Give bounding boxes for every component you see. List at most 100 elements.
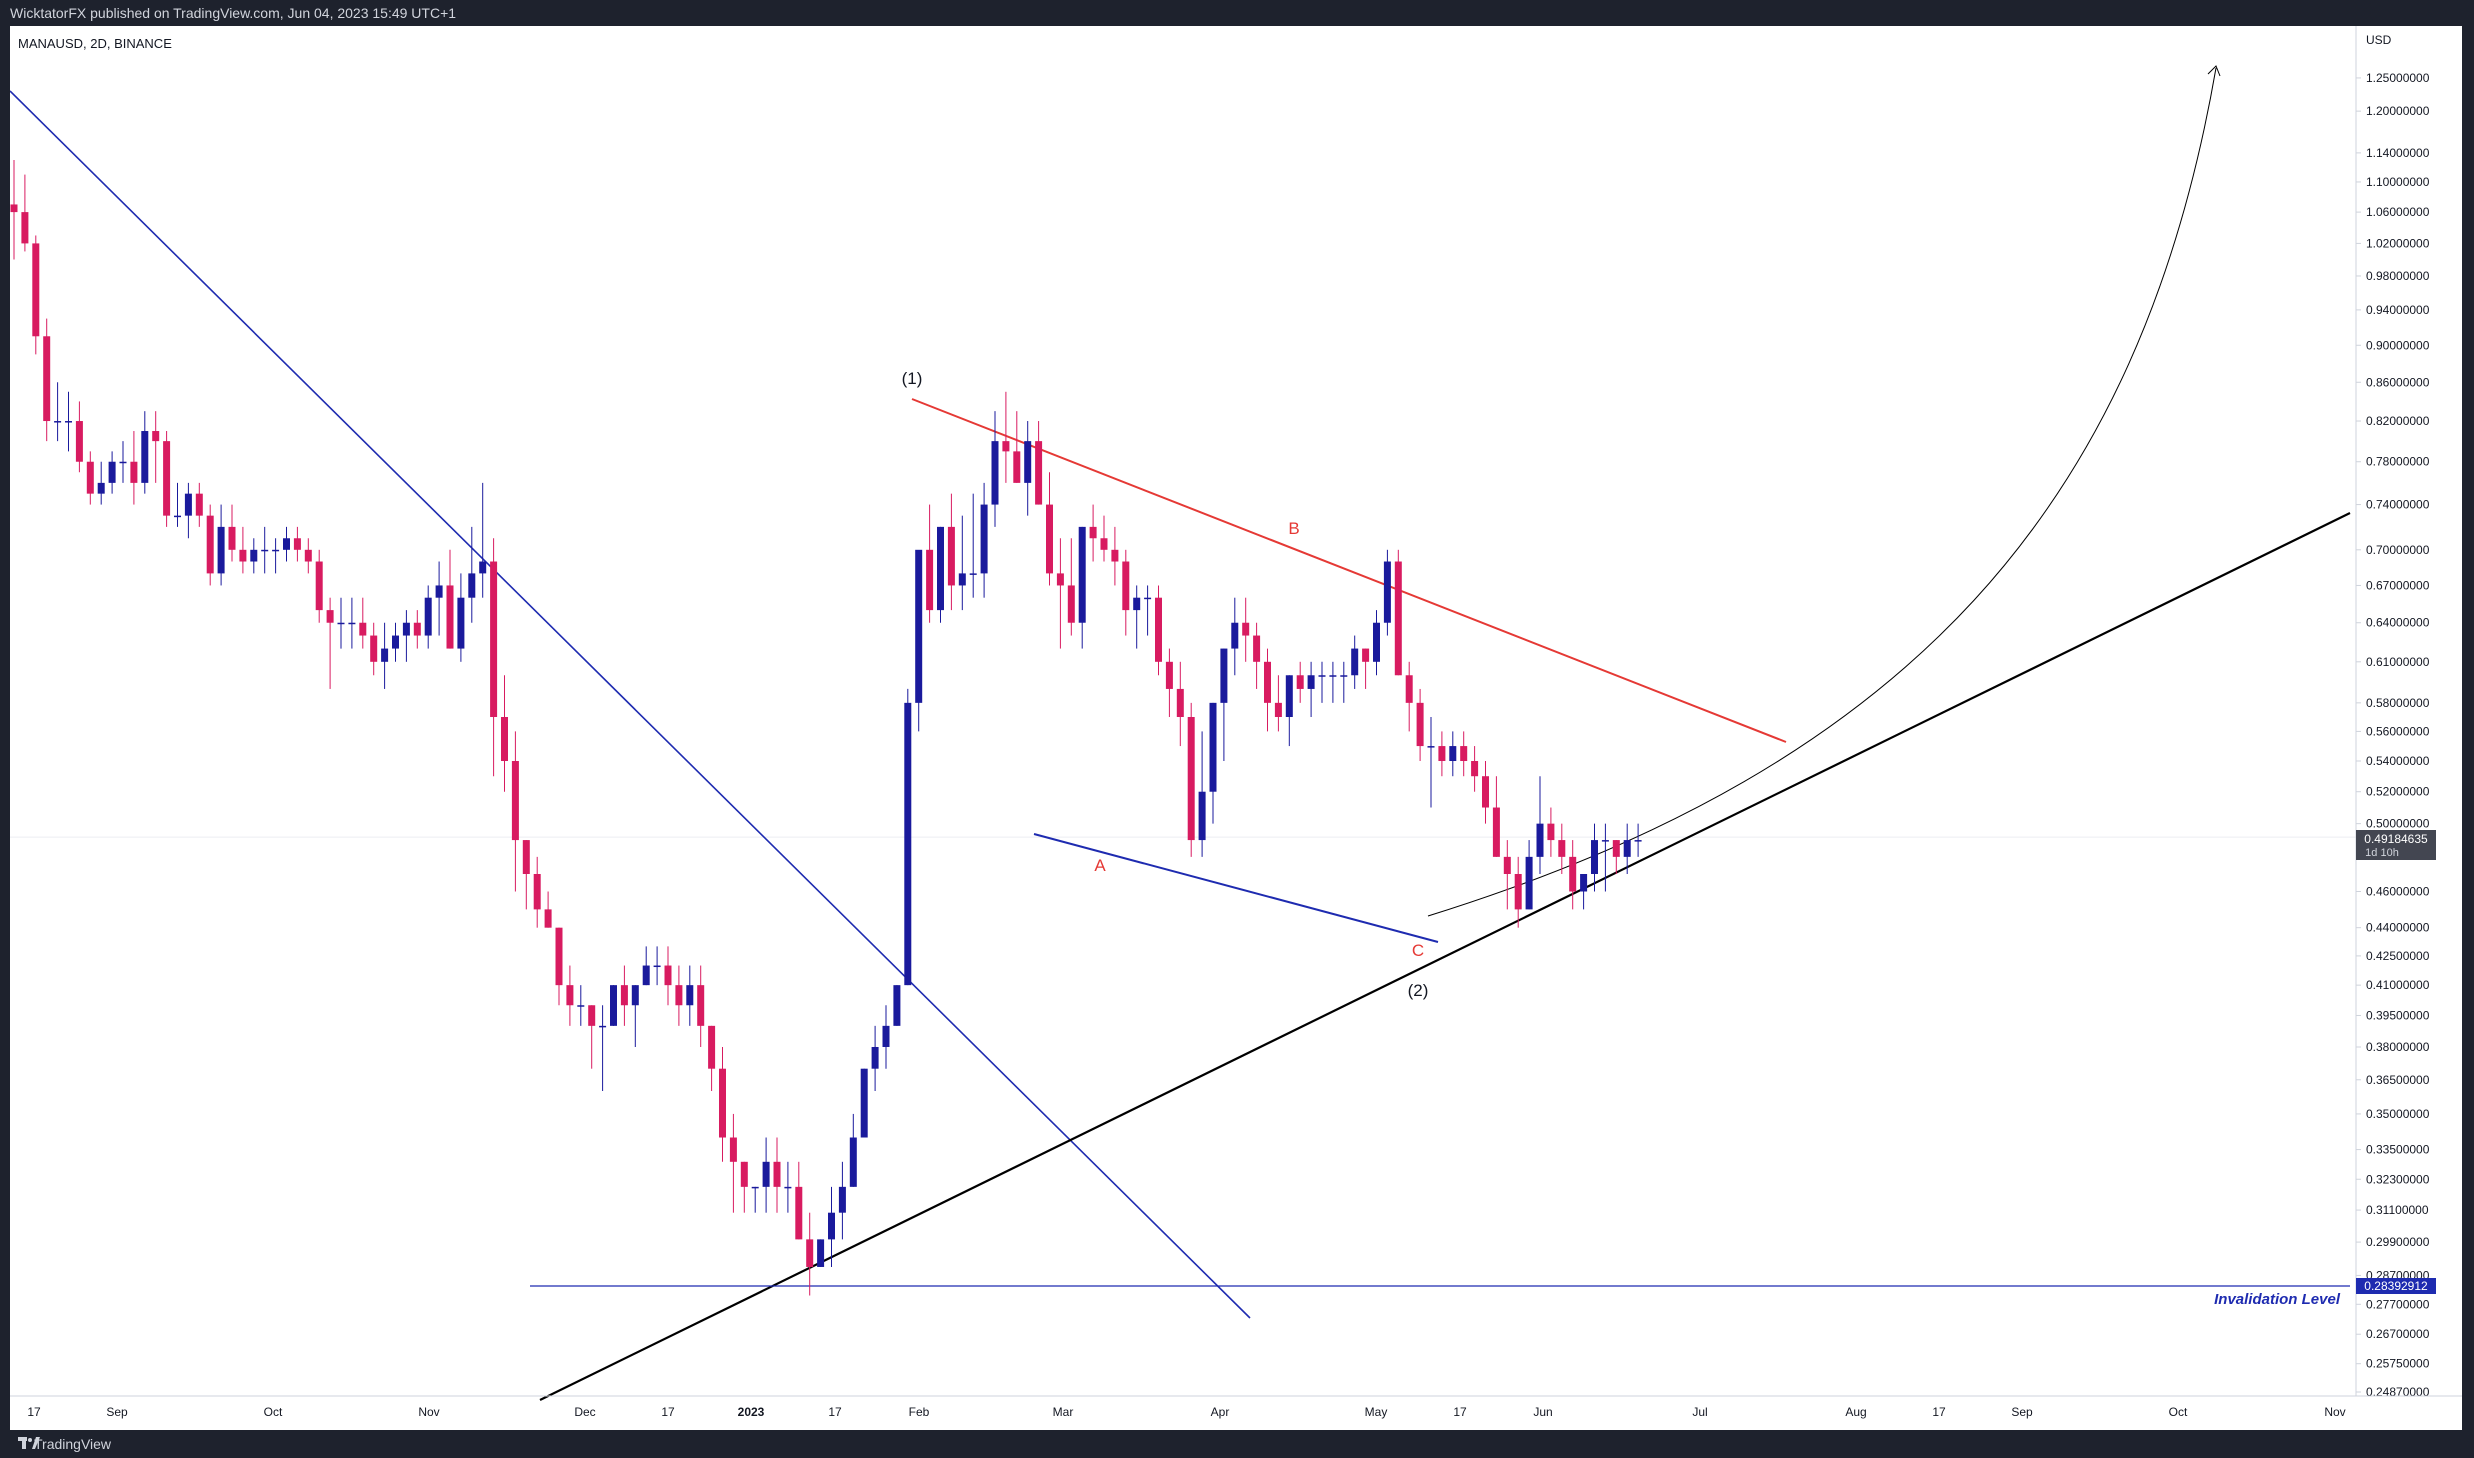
- last-price-tag[interactable]: 0.49184635 1d 10h: [2356, 830, 2436, 860]
- candle[interactable]: [402, 610, 410, 662]
- candle[interactable]: [1536, 776, 1544, 874]
- invalidation-price-tag[interactable]: 0.28392912: [2356, 1278, 2436, 1294]
- candle[interactable]: [1438, 731, 1446, 777]
- candle[interactable]: [479, 482, 487, 598]
- candle[interactable]: [1514, 856, 1522, 928]
- candle[interactable]: [501, 675, 508, 792]
- candle[interactable]: [882, 1005, 890, 1069]
- candle[interactable]: [1100, 515, 1108, 562]
- candle[interactable]: [1220, 648, 1228, 762]
- candle[interactable]: [729, 1113, 737, 1213]
- candle[interactable]: [217, 504, 225, 586]
- candle[interactable]: [163, 431, 171, 527]
- candle[interactable]: [315, 549, 323, 623]
- candle[interactable]: [326, 597, 334, 689]
- candle[interactable]: [915, 549, 923, 732]
- candle[interactable]: [1013, 411, 1021, 483]
- candle[interactable]: [555, 927, 563, 1006]
- candle[interactable]: [1133, 585, 1141, 649]
- candle[interactable]: [1089, 504, 1097, 562]
- descending-trendline[interactable]: [9, 90, 1251, 1319]
- candle[interactable]: [1362, 648, 1370, 689]
- candle[interactable]: [97, 461, 105, 505]
- candle[interactable]: [1307, 661, 1315, 718]
- candle[interactable]: [1155, 585, 1162, 676]
- candle[interactable]: [1231, 597, 1239, 676]
- chart-panel[interactable]: (1) B A C (2) Invalidation Level USD 1.2…: [9, 26, 2462, 1430]
- candle[interactable]: [206, 504, 214, 586]
- candle[interactable]: [969, 493, 977, 598]
- candle[interactable]: [1569, 840, 1577, 910]
- candle[interactable]: [1416, 688, 1424, 762]
- candle[interactable]: [10, 160, 18, 260]
- candle[interactable]: [642, 946, 650, 986]
- candle[interactable]: [293, 526, 301, 562]
- candle[interactable]: [1285, 675, 1293, 747]
- candle[interactable]: [108, 451, 116, 494]
- candle[interactable]: [337, 597, 345, 649]
- candle[interactable]: [1165, 648, 1173, 718]
- candle[interactable]: [838, 1161, 846, 1240]
- candle[interactable]: [740, 1161, 748, 1213]
- candle[interactable]: [1427, 717, 1435, 808]
- candle[interactable]: [958, 515, 966, 611]
- candle[interactable]: [1591, 823, 1598, 892]
- candle[interactable]: [152, 411, 160, 483]
- candle[interactable]: [893, 985, 901, 1026]
- candle[interactable]: [1558, 823, 1566, 874]
- candle[interactable]: [860, 1068, 868, 1138]
- candle[interactable]: [773, 1137, 781, 1213]
- candle[interactable]: [1296, 661, 1304, 703]
- candle[interactable]: [1547, 807, 1555, 857]
- candle[interactable]: [1209, 702, 1217, 824]
- candle[interactable]: [849, 1113, 857, 1187]
- candle[interactable]: [304, 538, 312, 574]
- projection-arrow[interactable]: [1427, 67, 2217, 917]
- candle[interactable]: [1471, 746, 1479, 792]
- candle[interactable]: [719, 1046, 726, 1162]
- candle[interactable]: [261, 526, 269, 574]
- ascending-trendline[interactable]: [539, 512, 2351, 1401]
- candle[interactable]: [1002, 391, 1010, 483]
- candle[interactable]: [1383, 549, 1391, 636]
- candle[interactable]: [370, 622, 378, 676]
- candle[interactable]: [751, 1186, 759, 1213]
- candle[interactable]: [697, 965, 705, 1047]
- candle[interactable]: [1056, 538, 1064, 649]
- candle[interactable]: [1460, 731, 1468, 777]
- candle[interactable]: [1482, 761, 1489, 824]
- candle[interactable]: [577, 985, 585, 1026]
- candle[interactable]: [1623, 823, 1631, 874]
- candle[interactable]: [1122, 549, 1130, 636]
- candle[interactable]: [413, 610, 421, 649]
- candle[interactable]: [86, 451, 94, 505]
- candle[interactable]: [1340, 661, 1348, 703]
- candle[interactable]: [511, 731, 519, 892]
- candle[interactable]: [65, 391, 72, 452]
- candle[interactable]: [184, 482, 192, 539]
- candle[interactable]: [1024, 421, 1032, 516]
- candle[interactable]: [1394, 549, 1402, 676]
- candle[interactable]: [620, 965, 628, 1026]
- candle[interactable]: [533, 856, 541, 928]
- candle[interactable]: [1253, 622, 1261, 689]
- candle[interactable]: [468, 526, 476, 623]
- candle[interactable]: [119, 441, 127, 483]
- candle[interactable]: [1078, 526, 1086, 649]
- candle[interactable]: [1318, 661, 1326, 703]
- candle[interactable]: [1405, 661, 1413, 732]
- candle[interactable]: [762, 1137, 770, 1213]
- candle[interactable]: [21, 174, 29, 252]
- candle[interactable]: [1198, 731, 1206, 857]
- candle[interactable]: [435, 561, 443, 636]
- candle[interactable]: [250, 538, 258, 574]
- candle[interactable]: [272, 538, 280, 574]
- candlestick-chart[interactable]: (1) B A C (2) Invalidation Level USD 1.2…: [9, 26, 2462, 1430]
- candle[interactable]: [1373, 610, 1380, 676]
- candle[interactable]: [937, 526, 944, 623]
- candle[interactable]: [1503, 840, 1511, 910]
- candle[interactable]: [795, 1161, 803, 1240]
- candle[interactable]: [1264, 648, 1271, 732]
- wave-support-line[interactable]: [1033, 833, 1439, 943]
- candle[interactable]: [1329, 661, 1337, 703]
